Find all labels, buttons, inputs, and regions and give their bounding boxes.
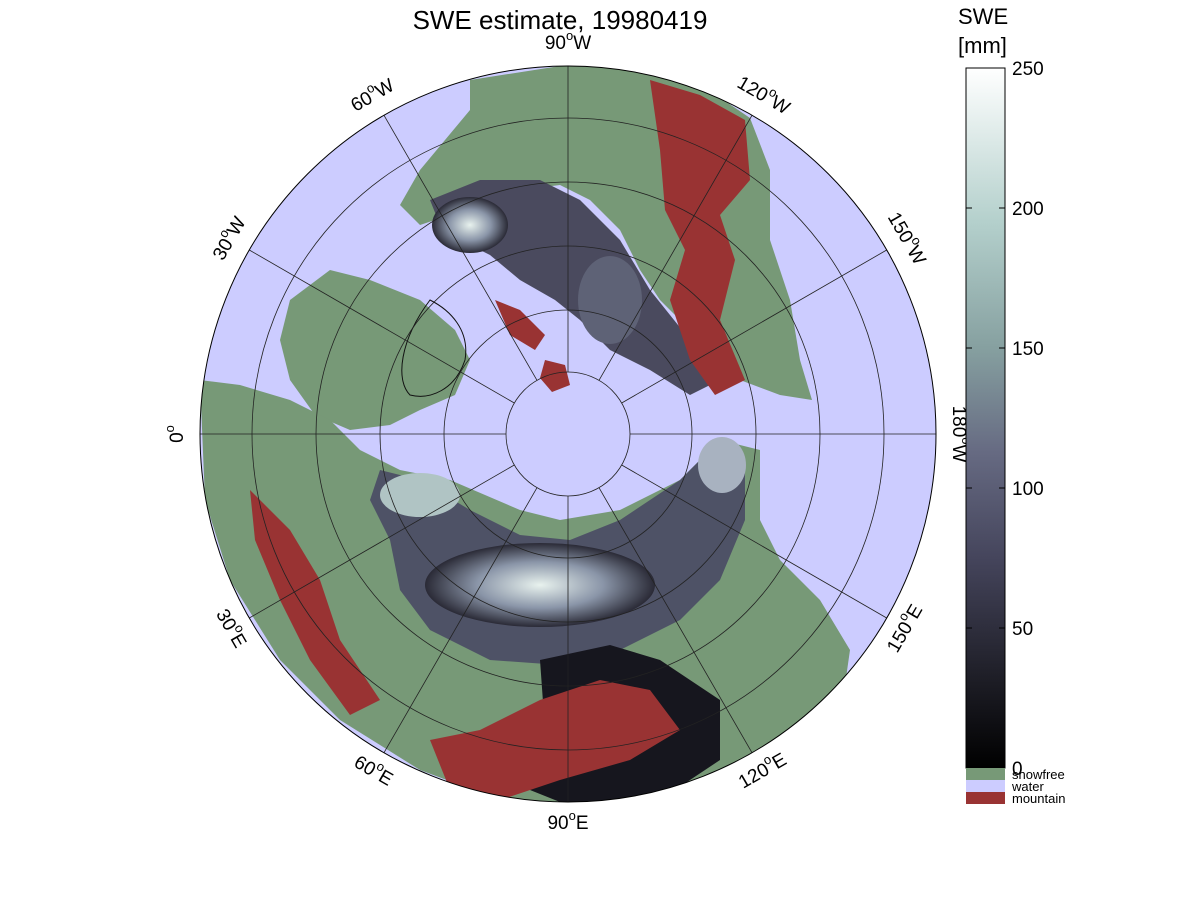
colorbar-tick-label: 100 [1012,479,1044,500]
category-label: water [1011,779,1044,794]
longitude-degree: 120 [733,73,771,107]
colorbar-tick-label: 0 [1012,759,1023,780]
longitude-degree: 60 [350,752,379,781]
snowpack-siberia-core [425,543,655,627]
meridian-line [383,115,538,381]
meridian-line [621,249,887,404]
mountain-rockies [650,80,750,395]
longitude-label: 0o [162,425,188,443]
longitude-hemisphere: W [372,75,398,102]
longitude-degree: 180 [948,406,969,438]
longitude-hemisphere: W [902,243,929,269]
polar-map [200,66,936,802]
longitude-hemisphere: E [576,813,589,834]
longitude-degree: 0 [167,432,188,443]
degree-symbol: o [569,808,576,823]
category-swatch [966,768,1005,780]
colorbar-title-line2: [mm] [958,33,1007,58]
longitude-label: 180oW [948,406,974,463]
map-border [199,65,937,803]
colorbar-tick-label: 150 [1012,339,1044,360]
snowpack-labrador [432,197,508,253]
colorbar-ticks: 0 50 100 150 200 250 [966,59,1044,780]
colorbar-title-line1: SWE [958,4,1008,29]
mountain-europe [250,490,380,715]
colorbar: SWE [mm] 0 50 100 150 200 250 snowfreewatermo… [958,4,1065,806]
colorbar-tick-label: 250 [1012,59,1044,80]
meridian-lines [200,66,936,802]
degree-symbol: o [566,28,573,43]
longitude-degree: 30 [209,235,238,264]
meridian-line [598,487,753,753]
longitude-label: 90oE [547,808,588,834]
longitude-degree: 90 [547,813,568,834]
coastline-arctic [401,299,467,397]
longitude-hemisphere: E [225,630,250,651]
meridian-line [598,115,753,381]
mountain-greenland-margin [495,300,545,350]
snowpack-canada-west [578,256,642,344]
longitude-hemisphere: E [769,749,790,774]
map-title: SWE estimate, 19980419 [413,5,708,35]
snowpack-scandinavia [380,473,460,517]
mountain-svalbard [540,360,570,392]
longitude-degree: 150 [883,618,917,656]
longitude-label: 90oW [545,28,591,54]
meridian-line [621,464,887,619]
meridian-line [249,464,515,619]
category-swatch [966,792,1005,804]
longitude-hemisphere: W [948,445,969,463]
category-label: mountain [1012,791,1065,806]
meridian-line [383,487,538,753]
colorbar-gradient [965,67,1006,769]
category-swatch [966,780,1005,792]
snowpack-chukotka [698,437,746,493]
longitude-label: 60oW [345,71,398,116]
mountain-himalaya-tibet [430,680,680,800]
colorbar-tick-label: 50 [1012,619,1033,640]
colorbar-tick-label: 200 [1012,199,1044,220]
degree-symbol: o [162,425,177,432]
longitude-hemisphere: W [573,33,591,54]
category-label: snowfree [1012,767,1065,782]
meridian-line [249,249,515,404]
longitude-degree: 90 [545,33,566,54]
longitude-label: 30oW [205,211,250,264]
